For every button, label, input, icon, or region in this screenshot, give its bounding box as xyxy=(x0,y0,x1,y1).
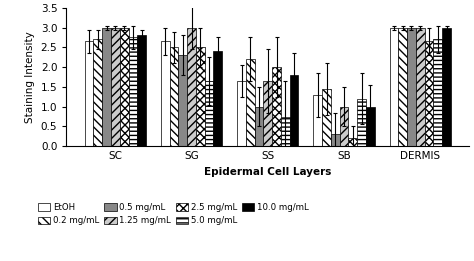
Bar xyxy=(246,59,255,146)
Bar xyxy=(178,55,187,146)
Bar xyxy=(357,99,366,146)
Legend: EtOH, 0.2 mg/mL, 0.5 mg/mL, 1.25 mg/mL, 2.5 mg/mL, 5.0 mg/mL, 10.0 mg/mL: EtOH, 0.2 mg/mL, 0.5 mg/mL, 1.25 mg/mL, … xyxy=(38,203,309,225)
Bar xyxy=(213,51,222,146)
Bar xyxy=(398,28,407,146)
Bar xyxy=(111,28,120,146)
Bar xyxy=(348,138,357,146)
Bar xyxy=(170,47,178,146)
Bar xyxy=(313,95,322,146)
Bar xyxy=(102,28,111,146)
Bar xyxy=(425,41,433,146)
Bar xyxy=(290,75,299,146)
Bar xyxy=(255,107,264,146)
Bar xyxy=(433,39,442,146)
Bar xyxy=(196,47,205,146)
Bar xyxy=(272,67,281,146)
Bar xyxy=(187,28,196,146)
Bar xyxy=(237,81,246,146)
Bar xyxy=(281,116,290,146)
Bar xyxy=(322,89,331,146)
Bar xyxy=(416,28,425,146)
Bar xyxy=(407,28,416,146)
Bar xyxy=(93,39,102,146)
Bar xyxy=(128,38,137,146)
Bar xyxy=(85,41,93,146)
Bar xyxy=(161,41,170,146)
Bar xyxy=(442,28,451,146)
Y-axis label: Staining Intensity: Staining Intensity xyxy=(25,31,35,123)
Bar xyxy=(264,81,272,146)
Bar xyxy=(340,107,348,146)
Bar xyxy=(390,28,398,146)
Bar xyxy=(366,107,375,146)
Bar xyxy=(120,28,128,146)
Bar xyxy=(205,81,213,146)
X-axis label: Epidermal Cell Layers: Epidermal Cell Layers xyxy=(204,167,331,177)
Bar xyxy=(137,35,146,146)
Bar xyxy=(331,134,340,146)
